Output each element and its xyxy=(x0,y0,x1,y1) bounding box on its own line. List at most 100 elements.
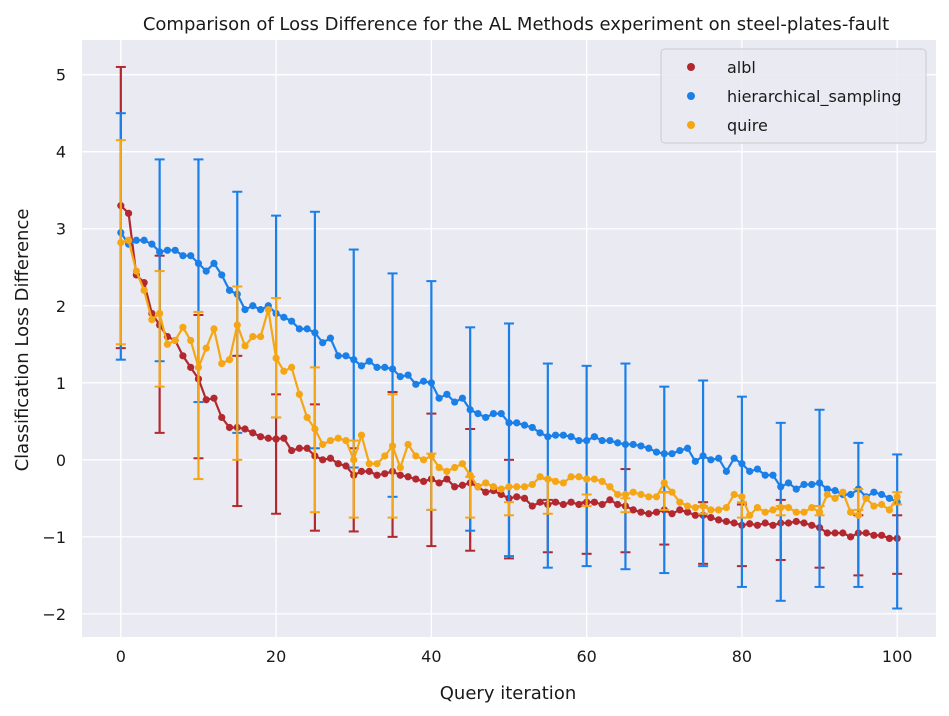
y-tick-label: 5 xyxy=(56,66,66,85)
data-point xyxy=(878,491,885,498)
data-point xyxy=(746,512,753,519)
data-point xyxy=(288,364,295,371)
data-point xyxy=(296,391,303,398)
data-point xyxy=(327,437,334,444)
data-point xyxy=(373,472,380,479)
data-point xyxy=(863,495,870,502)
y-tick-label: 2 xyxy=(56,297,66,316)
legend-entry-label: quire xyxy=(727,116,768,135)
data-point xyxy=(195,364,202,371)
data-point xyxy=(614,439,621,446)
data-point xyxy=(715,455,722,462)
data-point xyxy=(133,267,140,274)
data-point xyxy=(172,337,179,344)
data-point xyxy=(800,519,807,526)
data-point xyxy=(661,450,668,457)
data-point xyxy=(552,499,559,506)
data-point xyxy=(707,456,714,463)
data-point xyxy=(544,475,551,482)
data-point xyxy=(886,535,893,542)
data-point xyxy=(218,271,225,278)
data-point xyxy=(482,414,489,421)
data-point xyxy=(474,483,481,490)
data-point xyxy=(614,501,621,508)
data-point xyxy=(373,364,380,371)
data-point xyxy=(272,355,279,362)
data-point xyxy=(412,475,419,482)
data-point xyxy=(513,483,520,490)
data-point xyxy=(265,435,272,442)
data-point xyxy=(583,437,590,444)
data-point xyxy=(389,365,396,372)
data-point xyxy=(459,395,466,402)
data-point xyxy=(420,456,427,463)
data-point xyxy=(645,445,652,452)
data-point xyxy=(568,499,575,506)
data-point xyxy=(831,495,838,502)
data-point xyxy=(575,437,582,444)
data-point xyxy=(397,464,404,471)
data-point xyxy=(358,432,365,439)
data-point xyxy=(746,468,753,475)
data-point xyxy=(676,499,683,506)
data-point xyxy=(870,489,877,496)
y-axis-label: Classification Loss Difference xyxy=(12,209,33,472)
data-point xyxy=(606,496,613,503)
data-point xyxy=(793,518,800,525)
data-point xyxy=(366,460,373,467)
x-tick-label: 100 xyxy=(882,647,913,666)
data-point xyxy=(536,429,543,436)
data-point xyxy=(839,489,846,496)
data-point xyxy=(133,237,140,244)
data-point xyxy=(676,447,683,454)
data-point xyxy=(404,441,411,448)
data-point xyxy=(467,472,474,479)
data-point xyxy=(436,395,443,402)
data-point xyxy=(164,247,171,254)
data-point xyxy=(653,493,660,500)
x-axis-label: Query iteration xyxy=(440,683,576,704)
data-point xyxy=(731,519,738,526)
data-point xyxy=(630,441,637,448)
data-point xyxy=(692,512,699,519)
data-point xyxy=(404,473,411,480)
legend-marker xyxy=(687,121,695,129)
data-point xyxy=(342,352,349,359)
data-point xyxy=(513,493,520,500)
data-point xyxy=(443,391,450,398)
data-point xyxy=(350,356,357,363)
data-point xyxy=(769,472,776,479)
data-point xyxy=(288,447,295,454)
data-point xyxy=(591,475,598,482)
data-point xyxy=(335,352,342,359)
data-point xyxy=(668,510,675,517)
data-point xyxy=(552,432,559,439)
data-point xyxy=(280,435,287,442)
data-point xyxy=(164,341,171,348)
data-point xyxy=(210,325,217,332)
data-point xyxy=(521,422,528,429)
data-point xyxy=(451,483,458,490)
data-point xyxy=(156,248,163,255)
data-point xyxy=(482,479,489,486)
data-point xyxy=(474,410,481,417)
data-point xyxy=(684,502,691,509)
data-point xyxy=(311,425,318,432)
data-point xyxy=(583,475,590,482)
data-point xyxy=(257,433,264,440)
data-point xyxy=(280,314,287,321)
data-point xyxy=(265,306,272,313)
data-point xyxy=(218,414,225,421)
x-tick-label: 80 xyxy=(732,647,752,666)
data-point xyxy=(529,424,536,431)
x-tick-label: 40 xyxy=(421,647,441,666)
data-point xyxy=(777,504,784,511)
data-point xyxy=(591,499,598,506)
data-point xyxy=(536,499,543,506)
data-point xyxy=(350,456,357,463)
data-point xyxy=(723,468,730,475)
data-point xyxy=(249,302,256,309)
data-point xyxy=(241,342,248,349)
data-point xyxy=(793,485,800,492)
data-point xyxy=(443,475,450,482)
